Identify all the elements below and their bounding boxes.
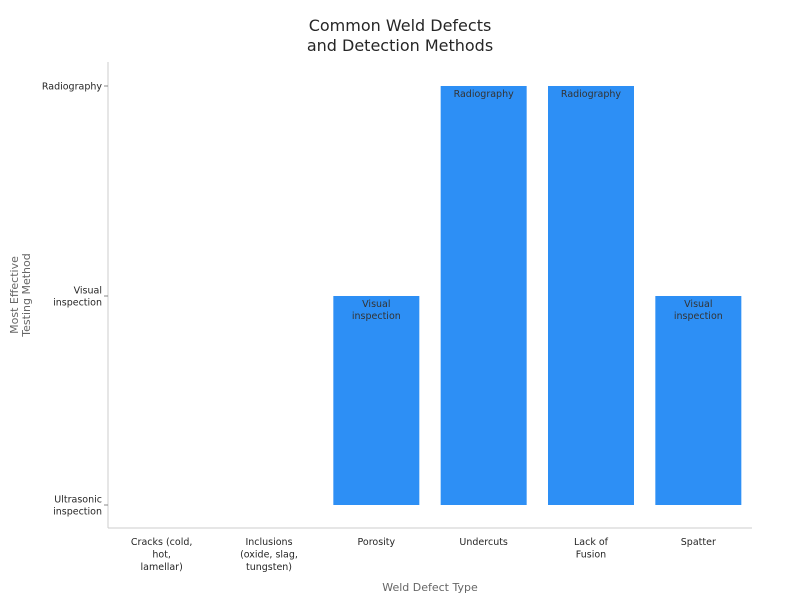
- y-tick-label: Visual inspection: [53, 286, 102, 309]
- bar: [333, 296, 420, 505]
- y-tick-label: Radiography: [42, 82, 103, 93]
- bar-data-label: Visual inspection: [352, 299, 401, 322]
- x-tick-label: Porosity: [358, 537, 396, 548]
- y-axis-title: Most EffectiveTesting Method: [8, 253, 33, 337]
- chart-title: Common Weld Defects and Detection Methods: [307, 16, 493, 55]
- bar-data-label: Visual inspection: [674, 299, 723, 322]
- x-tick-label: Undercuts: [459, 537, 508, 548]
- y-tick-label: Ultrasonic inspection: [53, 495, 102, 518]
- x-tick-label: Inclusions (oxide, slag, tungsten): [240, 537, 298, 573]
- x-axis-title: Weld Defect Type: [382, 581, 478, 594]
- bars-layer: [333, 86, 742, 505]
- y-ticks-layer: Ultrasonic inspection Visual inspection Radi…: [42, 82, 108, 518]
- x-tick-label: Spatter: [681, 537, 716, 548]
- bar: [548, 86, 634, 505]
- bar-labels-layer: Visual inspection Radiography Radiography Vi…: [352, 89, 723, 322]
- bar-data-label: Radiography: [454, 89, 515, 100]
- bar: [655, 296, 742, 505]
- bar-data-label: Radiography: [561, 89, 622, 100]
- x-tick-label: Lack of Fusion: [574, 537, 609, 561]
- x-tick-label: Cracks (cold, hot, lamellar): [131, 537, 193, 573]
- bar: [440, 86, 527, 505]
- x-ticks-layer: Cracks (cold, hot, lamellar) Inclusions (oxi…: [131, 537, 716, 573]
